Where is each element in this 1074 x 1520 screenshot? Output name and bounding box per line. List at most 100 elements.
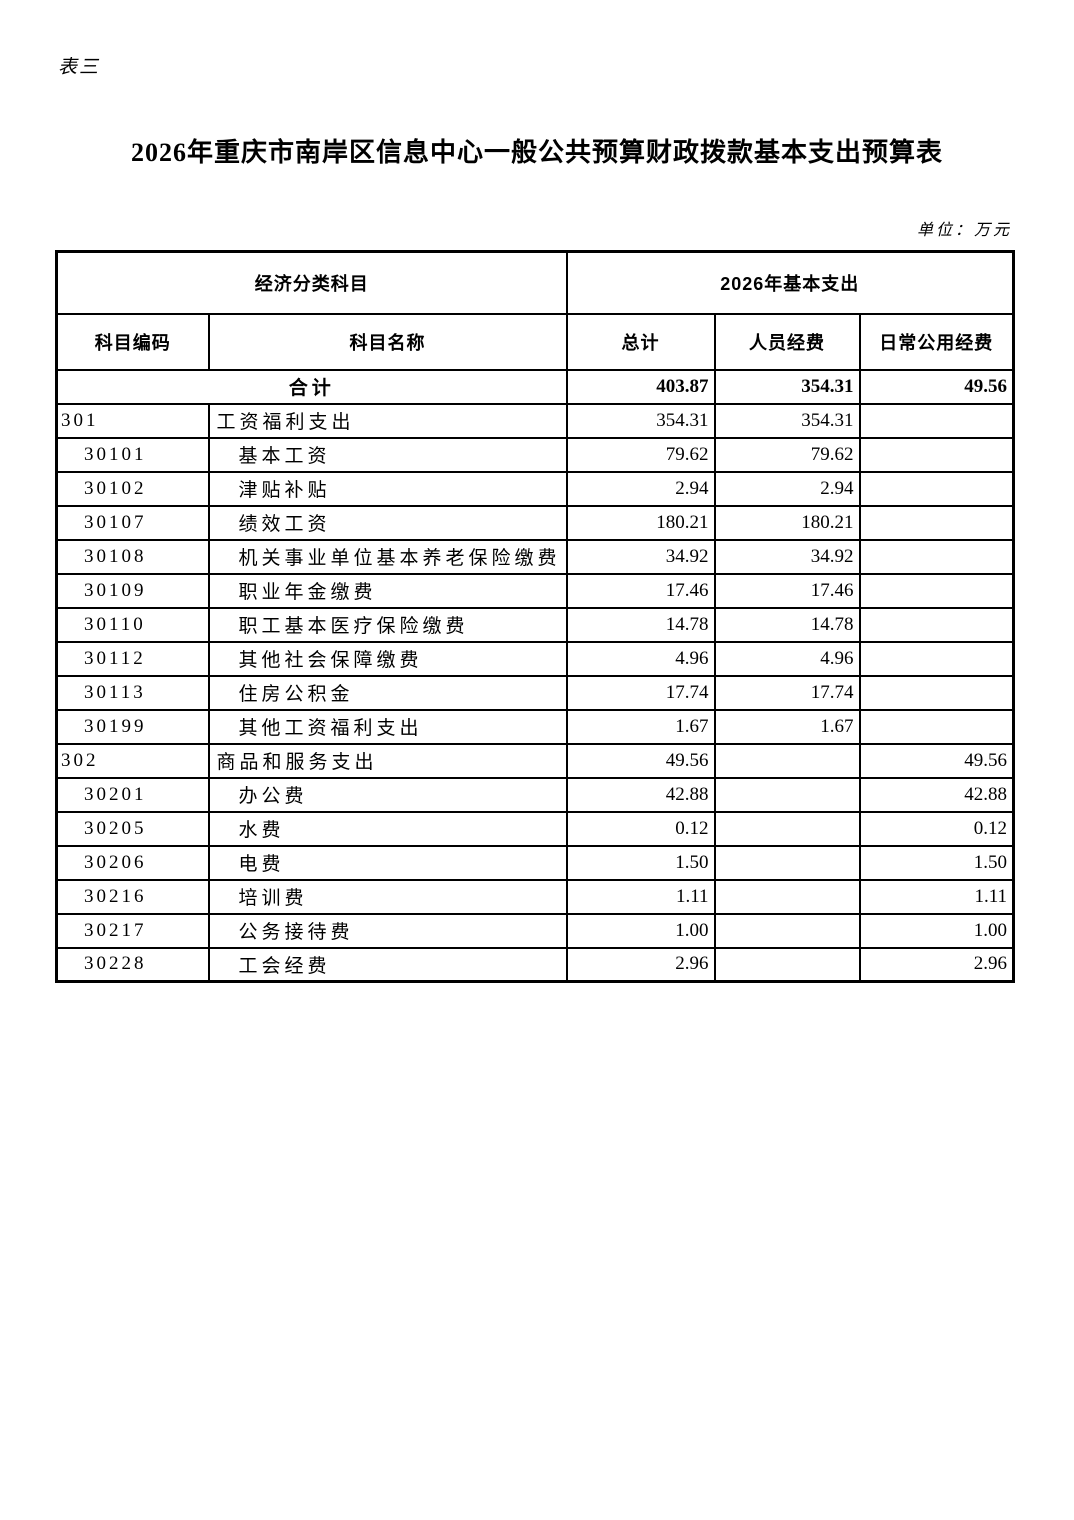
cell-personnel-value: 79.62 (713, 436, 861, 473)
table-row-30110: 30110 职工基本医疗保险缴费 14.78 14.78 (55, 606, 1015, 643)
table-number-label: 表三 (58, 57, 101, 78)
table-row-30206: 30206 电费 1.50 1.50 (55, 844, 1015, 881)
table-body: 合计 403.87 354.31 49.56 301 工资福利支出 354.31 354.31… (55, 368, 1015, 983)
cell-subject-code: 30113 (55, 674, 210, 711)
cell-subject-code: 30110 (55, 606, 210, 643)
cell-daily-public-value (858, 606, 1015, 643)
cell-daily-public-value: 2.96 (858, 946, 1015, 983)
cell-subject-name: 办公费 (207, 776, 568, 813)
cell-subject-name: 水费 (207, 810, 568, 847)
header-col-subject-code: 科目编码 (55, 312, 210, 371)
cell-subject-code: 30201 (55, 776, 210, 813)
cell-subject-name: 培训费 (207, 878, 568, 915)
table-row-30205: 30205 水费 0.12 0.12 (55, 810, 1015, 847)
cell-daily-public-value (858, 572, 1015, 609)
table-row-301: 301 工资福利支出 354.31 354.31 (55, 402, 1015, 439)
cell-personnel-value: 34.92 (713, 538, 861, 575)
cell-total-value: 1.50 (565, 844, 716, 881)
cell-total-value: 1.67 (565, 708, 716, 745)
cell-total-value: 4.96 (565, 640, 716, 677)
cell-subject-name: 工会经费 (207, 946, 568, 983)
cell-personnel-value (713, 946, 861, 983)
cell-total-value: 1.11 (565, 878, 716, 915)
cell-personnel-value: 4.96 (713, 640, 861, 677)
cell-total-value: 354.31 (565, 402, 716, 439)
cell-total-value: 2.96 (565, 946, 716, 983)
cell-subject-name: 机关事业单位基本养老保险缴费 (207, 538, 568, 575)
cell-subject-name: 绩效工资 (207, 504, 568, 541)
table-row-30109: 30109 职业年金缴费 17.46 17.46 (55, 572, 1015, 609)
table-row-30108: 30108 机关事业单位基本养老保险缴费 34.92 34.92 (55, 538, 1015, 575)
table-row-30217: 30217 公务接待费 1.00 1.00 (55, 912, 1015, 949)
cell-personnel-value: 354.31 (713, 368, 861, 405)
cell-personnel-value: 180.21 (713, 504, 861, 541)
header-col-total: 总计 (565, 312, 716, 371)
cell-personnel-value (713, 912, 861, 949)
cell-daily-public-value (858, 504, 1015, 541)
cell-subject-code: 30199 (55, 708, 210, 745)
cell-subject-name: 其他社会保障缴费 (207, 640, 568, 677)
cell-subject-code: 30216 (55, 878, 210, 915)
table-row-30101: 30101 基本工资 79.62 79.62 (55, 436, 1015, 473)
cell-total-value: 403.87 (565, 368, 716, 405)
cell-subject-name: 电费 (207, 844, 568, 881)
table-row-30102: 30102 津贴补贴 2.94 2.94 (55, 470, 1015, 507)
header-economic-classification: 经济分类科目 (55, 250, 568, 315)
cell-subject-name: 职工基本医疗保险缴费 (207, 606, 568, 643)
cell-subject-code: 30228 (55, 946, 210, 983)
cell-subject-code: 30109 (55, 572, 210, 609)
cell-daily-public-value: 1.50 (858, 844, 1015, 881)
cell-personnel-value: 1.67 (713, 708, 861, 745)
cell-daily-public-value: 42.88 (858, 776, 1015, 813)
cell-personnel-value: 14.78 (713, 606, 861, 643)
cell-total-value: 34.92 (565, 538, 716, 575)
cell-subject-name: 住房公积金 (207, 674, 568, 711)
cell-subject-name: 其他工资福利支出 (207, 708, 568, 745)
cell-personnel-value: 2.94 (713, 470, 861, 507)
table-row-30199: 30199 其他工资福利支出 1.67 1.67 (55, 708, 1015, 745)
table-row-30216: 30216 培训费 1.11 1.11 (55, 878, 1015, 915)
header-columns-row: 科目编码 科目名称 总计 人员经费 日常公用经费 (55, 312, 1015, 371)
cell-daily-public-value (858, 470, 1015, 507)
budget-table: 经济分类科目 2026年基本支出 科目编码 科目名称 总计 人员经费 日常公用经… (55, 250, 1016, 983)
cell-personnel-value (713, 844, 861, 881)
cell-personnel-value: 17.74 (713, 674, 861, 711)
cell-daily-public-value (858, 436, 1015, 473)
cell-daily-public-value (858, 640, 1015, 677)
cell-personnel-value: 17.46 (713, 572, 861, 609)
cell-personnel-value (713, 810, 861, 847)
header-basic-expenditure-2026: 2026年基本支出 (565, 250, 1015, 315)
table-row-30112: 30112 其他社会保障缴费 4.96 4.96 (55, 640, 1015, 677)
row-label-total: 合计 (55, 368, 568, 405)
cell-subject-code: 30205 (55, 810, 210, 847)
cell-subject-code: 302 (55, 742, 210, 779)
cell-total-value: 17.46 (565, 572, 716, 609)
cell-subject-name: 津贴补贴 (207, 470, 568, 507)
cell-total-value: 79.62 (565, 436, 716, 473)
cell-personnel-value (713, 878, 861, 915)
table-header: 经济分类科目 2026年基本支出 科目编码 科目名称 总计 人员经费 日常公用经… (55, 250, 1015, 371)
cell-daily-public-value: 49.56 (858, 742, 1015, 779)
cell-subject-code: 30102 (55, 470, 210, 507)
cell-subject-code: 30206 (55, 844, 210, 881)
cell-daily-public-value (858, 538, 1015, 575)
cell-subject-code: 30101 (55, 436, 210, 473)
cell-personnel-value (713, 776, 861, 813)
cell-daily-public-value (858, 708, 1015, 745)
cell-total-value: 1.00 (565, 912, 716, 949)
cell-daily-public-value: 49.56 (858, 368, 1015, 405)
cell-total-value: 49.56 (565, 742, 716, 779)
cell-subject-name: 公务接待费 (207, 912, 568, 949)
header-col-personnel-funds: 人员经费 (713, 312, 861, 371)
cell-subject-code: 30112 (55, 640, 210, 677)
header-col-daily-public-funds: 日常公用经费 (858, 312, 1015, 371)
cell-daily-public-value (858, 674, 1015, 711)
cell-total-value: 0.12 (565, 810, 716, 847)
cell-daily-public-value (858, 402, 1015, 439)
cell-total-value: 17.74 (565, 674, 716, 711)
table-row-302: 302 商品和服务支出 49.56 49.56 (55, 742, 1015, 779)
cell-subject-name: 工资福利支出 (207, 402, 568, 439)
cell-daily-public-value: 0.12 (858, 810, 1015, 847)
table-row-30113: 30113 住房公积金 17.74 17.74 (55, 674, 1015, 711)
cell-total-value: 42.88 (565, 776, 716, 813)
